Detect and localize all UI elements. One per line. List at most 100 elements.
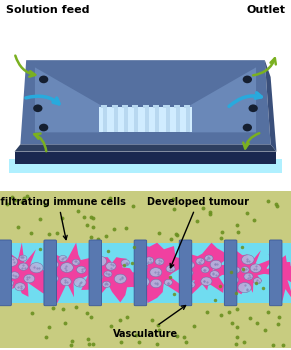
Polygon shape [143, 105, 149, 108]
Polygon shape [153, 105, 159, 108]
Circle shape [19, 255, 27, 261]
Circle shape [244, 273, 253, 280]
Circle shape [121, 260, 129, 266]
Circle shape [155, 258, 164, 265]
Polygon shape [20, 60, 271, 144]
Polygon shape [99, 107, 192, 132]
Polygon shape [101, 105, 107, 108]
Circle shape [33, 104, 42, 112]
FancyBboxPatch shape [179, 240, 192, 306]
Polygon shape [265, 60, 276, 152]
Circle shape [114, 274, 126, 284]
Circle shape [253, 278, 261, 284]
Circle shape [106, 262, 116, 270]
Circle shape [47, 274, 58, 283]
Polygon shape [112, 105, 118, 108]
Polygon shape [103, 108, 107, 132]
Circle shape [150, 279, 162, 288]
Polygon shape [184, 105, 190, 108]
FancyBboxPatch shape [224, 240, 237, 306]
Polygon shape [134, 108, 139, 132]
Circle shape [144, 257, 154, 264]
Circle shape [241, 267, 249, 273]
Circle shape [243, 76, 252, 83]
Circle shape [140, 264, 148, 270]
Circle shape [238, 282, 251, 293]
Circle shape [61, 262, 73, 272]
Polygon shape [0, 243, 56, 297]
Circle shape [210, 271, 219, 278]
Circle shape [93, 256, 107, 266]
Circle shape [249, 104, 258, 112]
FancyBboxPatch shape [0, 191, 291, 348]
Circle shape [61, 278, 71, 286]
Polygon shape [130, 243, 184, 303]
Circle shape [24, 274, 35, 283]
Circle shape [59, 256, 67, 262]
Polygon shape [122, 105, 128, 108]
Circle shape [187, 281, 195, 288]
Polygon shape [15, 144, 276, 152]
Circle shape [72, 259, 80, 265]
Circle shape [201, 277, 212, 286]
Polygon shape [114, 108, 118, 132]
Circle shape [10, 272, 19, 279]
Polygon shape [132, 105, 139, 108]
Text: Developed tumour: Developed tumour [147, 197, 249, 268]
Polygon shape [213, 247, 273, 294]
Text: Infiltrating immune cells: Infiltrating immune cells [0, 197, 126, 239]
Polygon shape [78, 257, 137, 302]
Circle shape [166, 265, 175, 272]
Circle shape [102, 281, 111, 287]
Circle shape [77, 266, 86, 273]
Circle shape [30, 262, 43, 273]
Circle shape [231, 267, 240, 273]
Polygon shape [171, 243, 226, 300]
Circle shape [5, 257, 17, 266]
Text: Solution feed: Solution feed [6, 5, 89, 15]
FancyBboxPatch shape [0, 243, 291, 303]
Circle shape [196, 258, 205, 265]
FancyBboxPatch shape [44, 240, 56, 306]
Circle shape [74, 278, 86, 287]
FancyBboxPatch shape [269, 240, 282, 306]
Polygon shape [176, 108, 180, 132]
Circle shape [104, 271, 112, 277]
Circle shape [184, 270, 193, 276]
Polygon shape [35, 67, 102, 132]
Circle shape [19, 263, 28, 270]
Circle shape [6, 281, 13, 287]
Text: Outlet: Outlet [246, 5, 285, 15]
Polygon shape [164, 105, 170, 108]
Circle shape [164, 279, 172, 285]
Polygon shape [166, 108, 170, 132]
Polygon shape [9, 159, 282, 173]
Polygon shape [124, 108, 128, 132]
Circle shape [39, 124, 48, 131]
Circle shape [210, 260, 222, 269]
Circle shape [201, 267, 209, 273]
Circle shape [150, 268, 162, 277]
Polygon shape [41, 243, 99, 303]
FancyBboxPatch shape [0, 240, 11, 306]
Circle shape [39, 76, 48, 83]
Polygon shape [186, 108, 190, 132]
Polygon shape [15, 152, 276, 164]
Text: Vasculature: Vasculature [113, 306, 186, 339]
FancyBboxPatch shape [89, 240, 102, 306]
Polygon shape [189, 67, 256, 132]
Circle shape [15, 283, 25, 291]
Circle shape [243, 124, 252, 131]
Polygon shape [258, 243, 291, 302]
Circle shape [242, 255, 254, 264]
Circle shape [250, 264, 261, 273]
Circle shape [95, 274, 103, 280]
Circle shape [205, 255, 213, 261]
Circle shape [135, 276, 149, 287]
Circle shape [48, 260, 58, 268]
Polygon shape [174, 105, 180, 108]
Polygon shape [145, 108, 149, 132]
Circle shape [228, 276, 239, 284]
Circle shape [185, 261, 194, 268]
FancyBboxPatch shape [134, 240, 147, 306]
